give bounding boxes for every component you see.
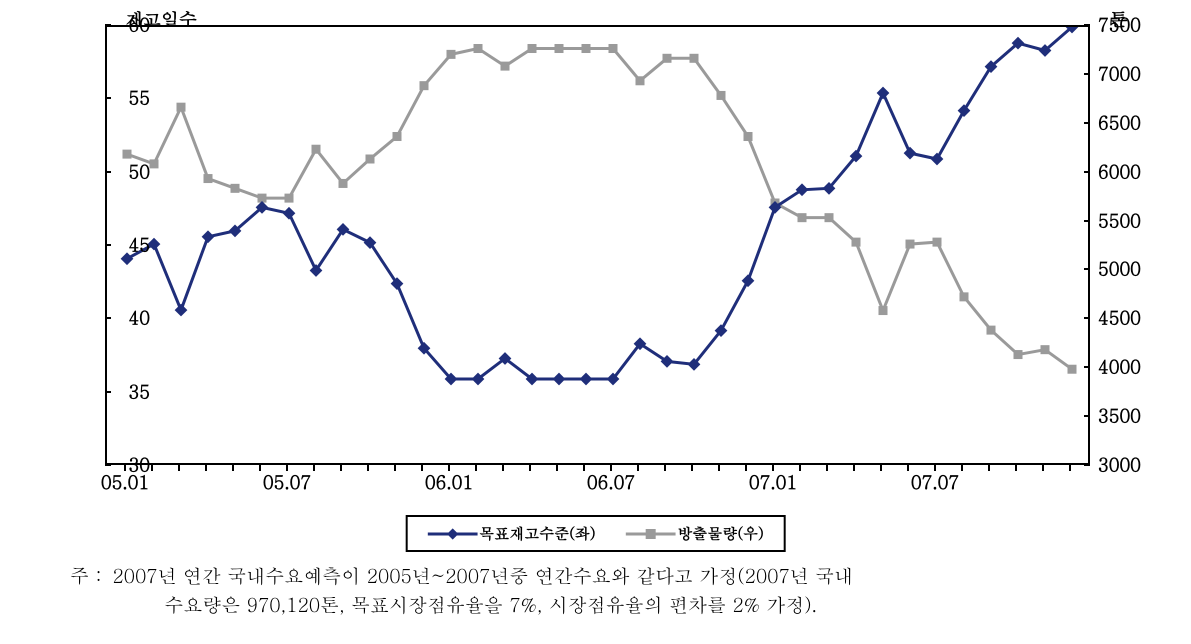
y-left-tick-label: 40 <box>110 306 150 331</box>
x-tick-label: 06.01 <box>425 470 473 495</box>
plot-area <box>105 25 1090 465</box>
y-right-tick-label: 7500 <box>1098 13 1148 38</box>
y-right-tick-label: 5500 <box>1098 208 1148 233</box>
y-left-tick-label: 50 <box>110 159 150 184</box>
y-left-tick-label: 55 <box>110 86 150 111</box>
y-left-tick-label: 35 <box>110 379 150 404</box>
x-tick-label: 07.07 <box>911 470 959 495</box>
y-right-tick-label: 6000 <box>1098 159 1148 184</box>
y-left-tick-label: 60 <box>110 13 150 38</box>
x-tick-label: 05.01 <box>101 470 149 495</box>
y-right-tick-label: 4500 <box>1098 306 1148 331</box>
footnote-line2: 수요량은 970,120톤, 목표시장점유율을 7%, 시장점유율의 편차를 2… <box>164 591 817 618</box>
footnote-line1: 2007년 연간 국내수요예측이 2005년~2007년중 연간수요와 같다고 … <box>112 562 853 589</box>
x-tick-label: 07.01 <box>749 470 797 495</box>
footnote: 주 : 2007년 연간 국내수요예측이 2005년~2007년중 연간수요와 … <box>70 562 1141 619</box>
legend-item-release-volume: 방출물량(우) <box>626 523 764 544</box>
y-right-tick-label: 3500 <box>1098 404 1148 429</box>
x-tick-label: 05.07 <box>263 470 311 495</box>
legend-label-release-volume: 방출물량(우) <box>678 523 764 544</box>
y-right-tick-label: 6500 <box>1098 110 1148 135</box>
y-right-tick-label: 7000 <box>1098 61 1148 86</box>
y-right-tick-label: 3000 <box>1098 453 1148 478</box>
legend-swatch-release-volume <box>626 524 676 544</box>
chart-container: 재고일수 톤 30354045505560 300035004000450050… <box>55 15 1140 505</box>
chart-lines <box>107 27 1092 467</box>
legend-label-target-stock: 목표재고수준(좌) <box>479 523 595 544</box>
legend-item-target-stock: 목표재고수준(좌) <box>427 523 595 544</box>
footnote-prefix: 주 : <box>70 562 106 591</box>
legend: 목표재고수준(좌) 방출물량(우) <box>405 515 786 552</box>
x-tick-label: 06.07 <box>587 470 635 495</box>
legend-swatch-target-stock <box>427 524 477 544</box>
y-right-tick-label: 4000 <box>1098 355 1148 380</box>
y-right-tick-label: 5000 <box>1098 257 1148 282</box>
y-left-tick-label: 45 <box>110 233 150 258</box>
